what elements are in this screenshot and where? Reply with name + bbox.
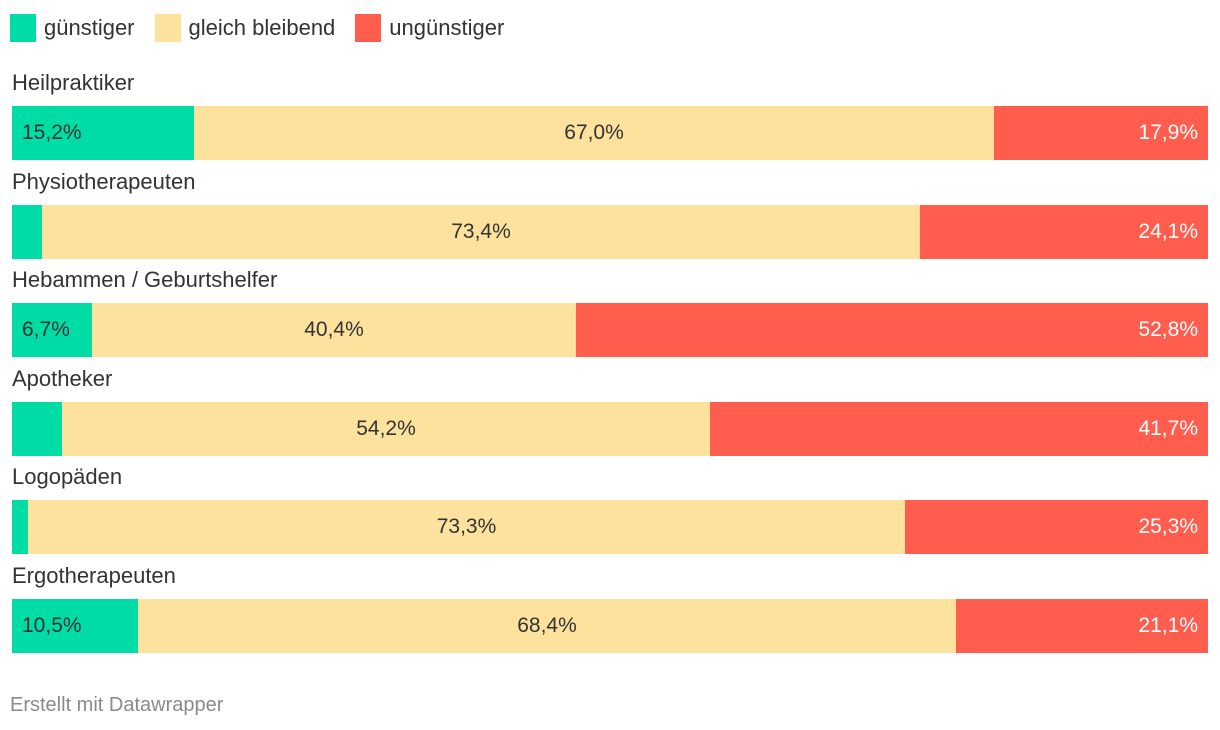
bar-segment	[92, 303, 576, 357]
bar-segment	[956, 599, 1208, 653]
bar-segment	[920, 205, 1208, 259]
bar-row: 73,3% 25,3%	[12, 500, 1208, 554]
legend-label: ungünstiger	[389, 15, 505, 40]
bar-value-label: 6,7%	[22, 318, 70, 341]
legend-swatch	[10, 14, 36, 42]
stacked-bar-chart: Heilpraktiker 15,2% 67,0% 17,9% Physiotherap…	[12, 70, 1208, 653]
legend-swatch	[355, 14, 382, 42]
bar-value-label: 17,9%	[1138, 121, 1198, 144]
bar-category-label: Heilpraktiker	[12, 70, 135, 95]
legend-label: gleich bleibend	[188, 15, 336, 40]
bar-segment	[576, 303, 1208, 357]
bar-row: 10,5% 68,4% 21,1%	[12, 599, 1208, 653]
bar-segment	[12, 205, 42, 259]
bar-segment	[12, 599, 138, 653]
bar-value-label: 15,2%	[22, 121, 82, 144]
bar-category-label: Logopäden	[12, 464, 123, 489]
bar-segment	[994, 106, 1208, 160]
bar-segment	[42, 205, 920, 259]
bar-row: 15,2% 67,0% 17,9%	[12, 106, 1208, 160]
bar-segment	[28, 500, 905, 554]
bar-segment	[12, 500, 28, 554]
bar-value-label: 25,3%	[1138, 515, 1198, 538]
bar-category-label: Hebammen / Geburtshelfer	[12, 267, 278, 292]
bar-segment	[138, 599, 956, 653]
legend-item: ungünstiger	[355, 14, 504, 42]
bar-value-label: 52,8%	[1138, 318, 1198, 341]
bar-segment	[12, 303, 92, 357]
bar-value-label: 24,1%	[1138, 220, 1198, 243]
bar-value-label: 10,5%	[22, 614, 82, 637]
bar-value-label: 68,4%	[517, 614, 577, 637]
bar-category-label: Physiotherapeuten	[12, 169, 196, 194]
bar-value-label: 54,2%	[356, 417, 416, 440]
credit-footer: Erstellt mit Datawrapper	[10, 694, 224, 716]
bar-segment	[710, 402, 1208, 456]
bar-value-label: 21,1%	[1138, 614, 1198, 637]
bar-row: 54,2% 41,7%	[12, 402, 1208, 456]
bar-segment	[194, 106, 994, 160]
bar-value-label: 67,0%	[564, 121, 624, 144]
legend-item: günstiger	[10, 14, 135, 42]
bar-value-label: 73,4%	[451, 220, 511, 243]
bar-segment	[12, 106, 194, 160]
bar-row: 6,7% 40,4% 52,8%	[12, 303, 1208, 357]
chart-legend: günstiger gleich bleibend ungünstiger	[10, 13, 524, 43]
bar-value-label: 41,7%	[1138, 417, 1198, 440]
bar-row: 73,4% 24,1%	[12, 205, 1208, 259]
legend-label: günstiger	[44, 15, 135, 40]
legend-swatch	[154, 14, 181, 42]
bar-segment	[905, 500, 1208, 554]
bar-segment	[12, 402, 62, 456]
bar-category-label: Ergotherapeuten	[12, 563, 176, 588]
bar-value-label: 40,4%	[304, 318, 364, 341]
bar-value-label: 73,3%	[436, 515, 497, 538]
bar-segment	[62, 402, 710, 456]
bar-category-label: Apotheker	[12, 366, 113, 391]
legend-item: gleich bleibend	[154, 14, 336, 42]
